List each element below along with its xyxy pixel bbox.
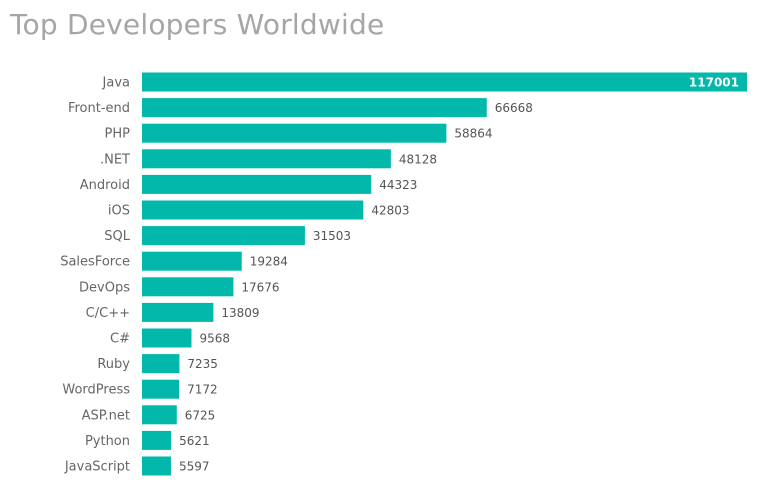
bar-net[interactable] <box>142 149 391 169</box>
chart-title: Top Developers Worldwide <box>10 8 385 41</box>
data-label: 5621 <box>179 434 210 448</box>
data-label: 66668 <box>495 101 533 115</box>
data-label: 42803 <box>371 204 409 218</box>
data-label: 31503 <box>313 229 351 243</box>
data-label: 7172 <box>187 383 218 397</box>
bar-salesforce[interactable] <box>142 251 242 271</box>
bar-ruby[interactable] <box>142 354 180 374</box>
bar-c[interactable] <box>142 328 192 348</box>
category-label: .NET <box>100 152 130 167</box>
category-label: WordPress <box>62 383 130 398</box>
category-label: Java <box>102 76 130 91</box>
category-label: Front-end <box>68 101 130 116</box>
category-label: iOS <box>108 204 130 219</box>
bar-java[interactable] <box>142 72 747 92</box>
category-label: Ruby <box>97 357 130 372</box>
data-label: 58864 <box>454 127 492 141</box>
data-label: 17676 <box>241 280 279 294</box>
category-label: C/C++ <box>86 306 130 321</box>
bar-python[interactable] <box>142 430 172 450</box>
bar-devops[interactable] <box>142 277 234 297</box>
data-label: 7235 <box>187 357 218 371</box>
bar-php[interactable] <box>142 123 447 143</box>
data-label: 44323 <box>379 178 417 192</box>
category-label: SalesForce <box>60 255 130 270</box>
data-label: 9568 <box>199 332 230 346</box>
bar-javascript[interactable] <box>142 456 171 476</box>
category-label: SQL <box>104 229 130 244</box>
data-label: 13809 <box>221 306 259 320</box>
bar-ios[interactable] <box>142 200 364 220</box>
bar-front-end[interactable] <box>142 98 487 118</box>
data-label: 5597 <box>179 460 210 474</box>
bar-wordpress[interactable] <box>142 379 180 399</box>
category-label: DevOps <box>79 280 130 295</box>
category-label: PHP <box>105 127 131 142</box>
category-label: Android <box>80 178 130 193</box>
data-label: 117001 <box>689 76 739 90</box>
data-label: 6725 <box>185 408 216 422</box>
bar-android[interactable] <box>142 174 372 194</box>
bar-c-c[interactable] <box>142 302 214 322</box>
category-label: C# <box>110 332 130 347</box>
bar-asp-net[interactable] <box>142 405 177 425</box>
data-label: 48128 <box>399 152 437 166</box>
category-label: ASP.net <box>82 408 130 423</box>
data-label: 19284 <box>250 255 288 269</box>
category-label: Python <box>85 434 130 449</box>
category-label: JavaScript <box>64 460 130 475</box>
bar-sql[interactable] <box>142 226 305 246</box>
